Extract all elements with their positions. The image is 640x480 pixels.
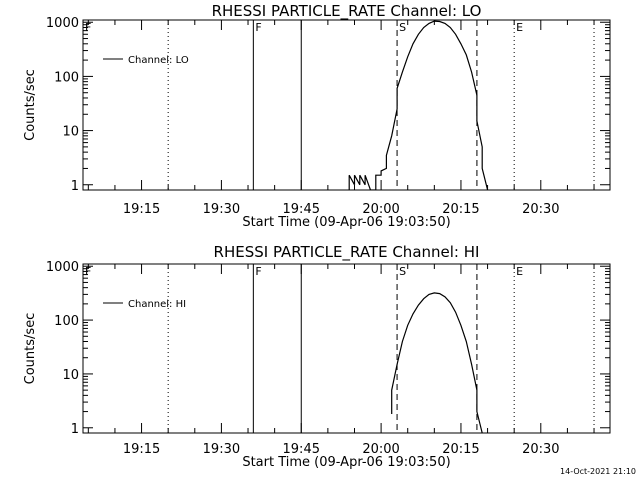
x-tick-label: 19:15 bbox=[123, 442, 160, 457]
x-tick-label: 20:30 bbox=[522, 202, 559, 217]
marker-label: E bbox=[516, 265, 523, 278]
marker-label: F bbox=[255, 265, 261, 278]
hi-channel-panel: RHESSI PARTICLE_RATE Channel: HI 1 10 100 10… bbox=[23, 243, 611, 470]
y-tick-label: 100 bbox=[54, 314, 79, 329]
legend-label: Channel: LO bbox=[128, 55, 189, 66]
chart-title: RHESSI PARTICLE_RATE Channel: LO bbox=[212, 2, 482, 21]
marker-label: F bbox=[85, 265, 91, 278]
series-line bbox=[391, 292, 483, 433]
y-tick-label: 100 bbox=[54, 70, 79, 85]
x-tick-label: 20:00 bbox=[362, 442, 399, 457]
y-tick-label: 1 bbox=[71, 179, 79, 194]
marker-label: F bbox=[85, 21, 91, 34]
y-axis-label: Counts/sec bbox=[23, 313, 38, 385]
footer-timestamp: 14-Oct-2021 21:10 bbox=[560, 467, 636, 476]
lo-channel-panel: RHESSI PARTICLE_RATE Channel: LO 1 10 100 10… bbox=[23, 2, 611, 230]
marker-label: F bbox=[255, 21, 261, 34]
x-axis-label: Start Time (09-Apr-06 19:03:50) bbox=[242, 455, 450, 470]
y-tick-label: 1 bbox=[71, 422, 79, 437]
chart-title: RHESSI PARTICLE_RATE Channel: HI bbox=[214, 243, 480, 262]
y-tick-label: 10 bbox=[62, 368, 79, 383]
y-tick-label: 10 bbox=[62, 125, 79, 140]
x-tick-label: 20:15 bbox=[442, 442, 479, 457]
plot-frame bbox=[82, 19, 611, 191]
x-tick-label: 20:30 bbox=[522, 442, 559, 457]
x-tick-label: 19:15 bbox=[123, 202, 160, 217]
x-tick-label: 19:45 bbox=[283, 442, 320, 457]
plot-frame bbox=[82, 263, 611, 434]
x-tick-label: 20:00 bbox=[362, 202, 399, 217]
y-tick-label: 1000 bbox=[46, 260, 79, 275]
x-tick-label: 19:30 bbox=[203, 202, 240, 217]
y-axis-label: Counts/sec bbox=[23, 69, 38, 141]
x-axis-label: Start Time (09-Apr-06 19:03:50) bbox=[242, 215, 450, 230]
marker-label: S bbox=[399, 21, 406, 34]
marker-label: S bbox=[399, 265, 406, 278]
marker-label: E bbox=[516, 21, 523, 34]
legend-label: Channel: HI bbox=[128, 299, 186, 310]
x-tick-label: 20:15 bbox=[442, 202, 479, 217]
x-tick-label: 19:45 bbox=[283, 202, 320, 217]
y-tick-label: 1000 bbox=[46, 16, 79, 31]
series-line bbox=[348, 20, 489, 190]
x-tick-label: 19:30 bbox=[203, 442, 240, 457]
